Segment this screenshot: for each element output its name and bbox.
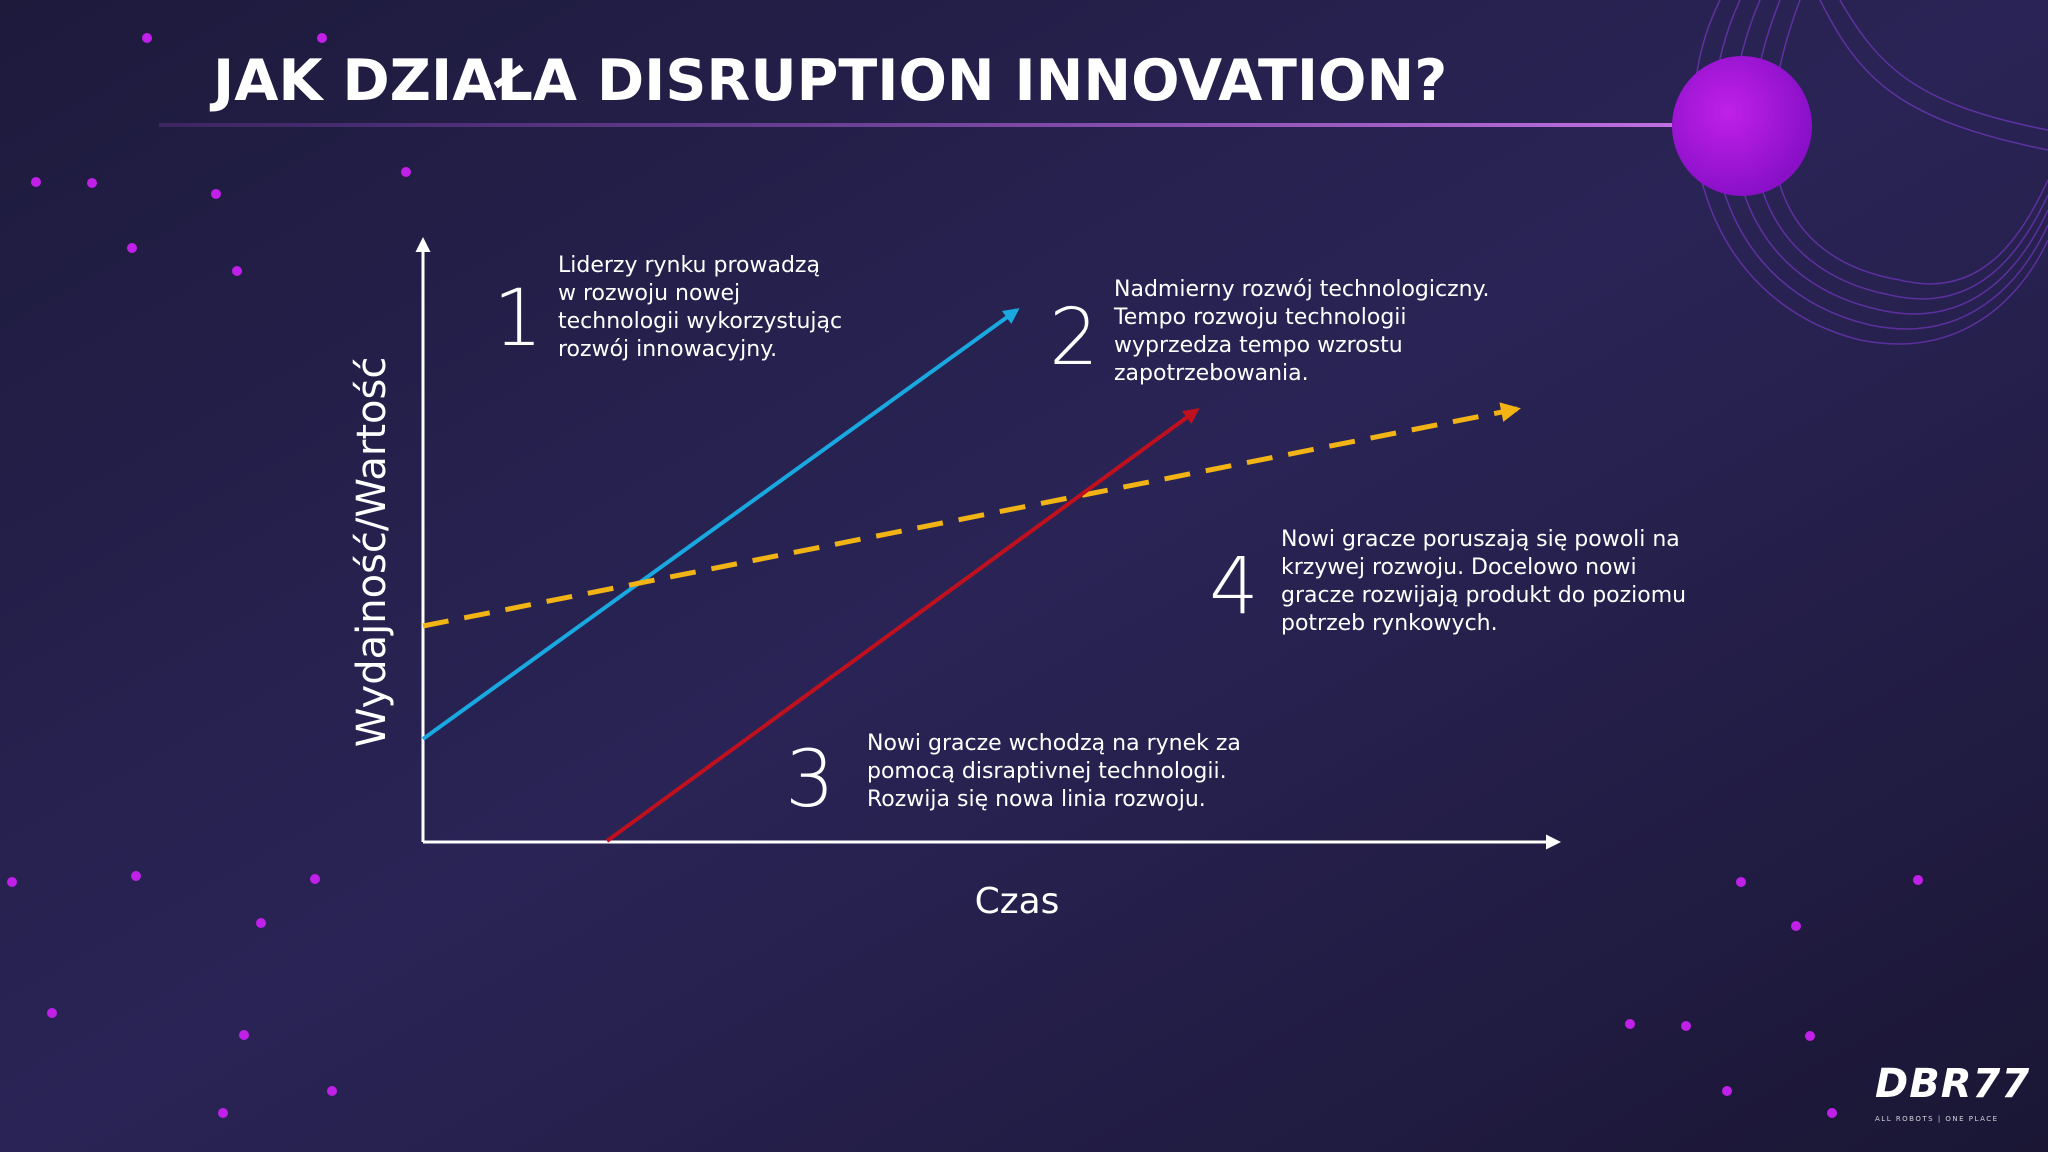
x-axis-label: Czas <box>975 881 1060 922</box>
title-rule <box>159 123 1672 127</box>
step-text: Nowi gracze wchodzą na rynek za <box>867 731 1241 756</box>
step-text: Tempo rozwoju technologii <box>1113 305 1407 330</box>
step-text: Nadmierny rozwój technologiczny. <box>1114 277 1489 302</box>
step-number: 3 <box>785 735 835 825</box>
step-text: Rozwija się nowa linia rozwoju. <box>867 787 1206 812</box>
step-text: zapotrzebowania. <box>1114 361 1309 386</box>
step-text: Nowi gracze poruszają się powoli na <box>1281 527 1680 552</box>
disruptor-line <box>605 408 1200 843</box>
step-number: 2 <box>1049 293 1099 383</box>
step-text: Liderzy rynku prowadzą <box>558 253 820 278</box>
step-text: rozwój innowacyjny. <box>558 337 777 362</box>
annotations: 1 Liderzy rynku prowadzą w rozwoju nowej te… <box>493 253 1686 825</box>
logo-tagline: ALL ROBOTS | ONE PLACE <box>1875 1115 1999 1123</box>
step-text: krzywej rozwoju. Docelowo nowi <box>1281 555 1637 580</box>
y-axis-label: Wydajność/Wartość <box>349 357 395 748</box>
diagram: Wydajność/Wartość Czas <box>349 237 1561 922</box>
step-number: 4 <box>1209 542 1259 632</box>
step-text: technologii wykorzystując <box>558 309 842 334</box>
incumbent-line <box>421 308 1020 741</box>
logo: DBR77 ALL ROBOTS | ONE PLACE <box>1875 1061 2030 1123</box>
decor-dots <box>7 33 1923 1118</box>
step-text: pomocą disraptivnej technologii. <box>867 759 1227 784</box>
step-number: 1 <box>493 274 543 364</box>
step-text: potrzeb rynkowych. <box>1281 611 1498 636</box>
title: JAK DZIAŁA DISRUPTION INNOVATION? <box>209 48 1447 114</box>
market-needs-line <box>422 402 1521 629</box>
step-text: w rozwoju nowej <box>558 281 740 306</box>
logo-name: DBR77 <box>1875 1061 2030 1107</box>
step-text: wyprzedza tempo wzrostu <box>1114 333 1403 358</box>
step-text: gracze rozwijają produkt do poziomu <box>1281 583 1686 608</box>
decor-ball <box>1672 56 1812 196</box>
